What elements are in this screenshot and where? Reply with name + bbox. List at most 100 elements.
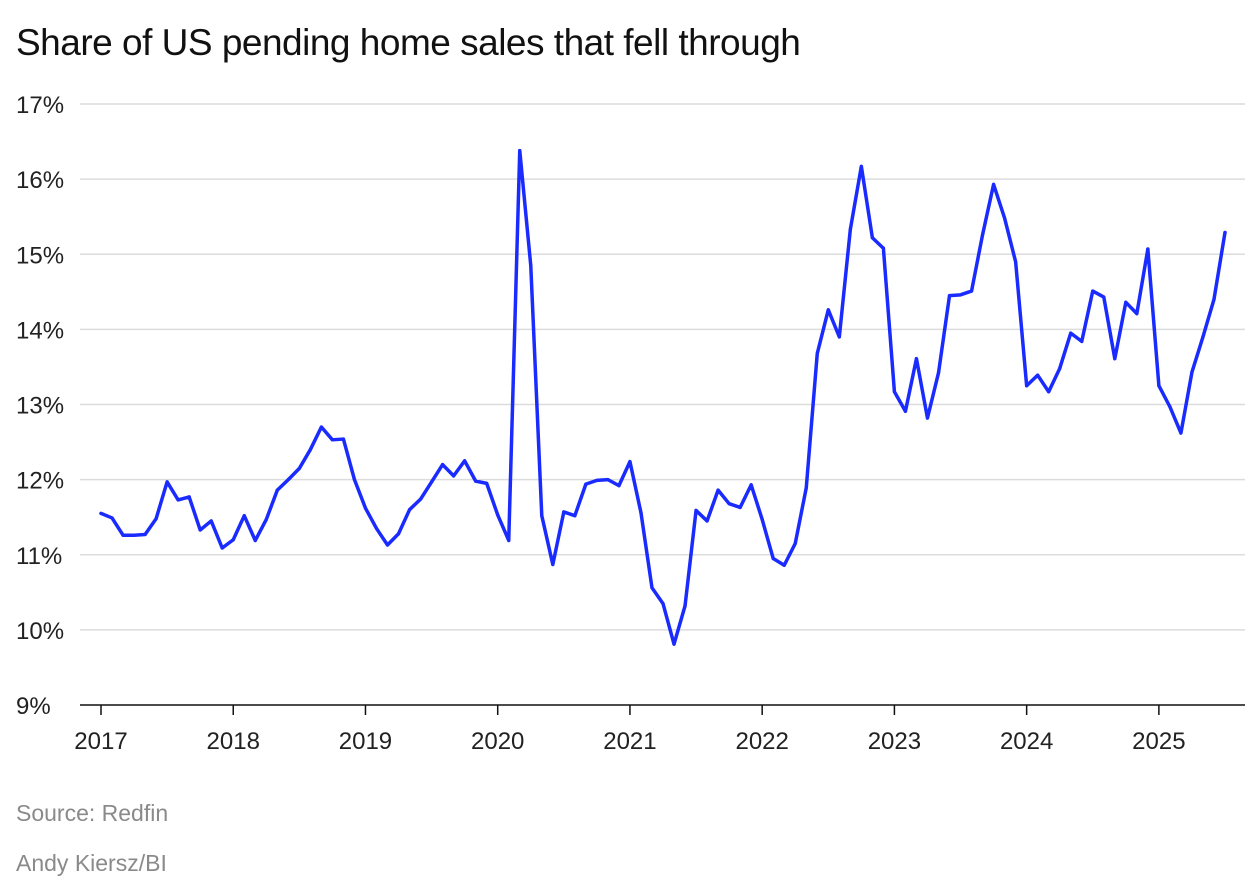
data-point — [110, 516, 114, 520]
data-point — [374, 526, 379, 531]
data-point — [551, 562, 555, 567]
data-point — [1047, 390, 1051, 394]
data-point — [1135, 312, 1139, 316]
data-point — [352, 478, 357, 482]
data-point — [99, 511, 103, 516]
y-tick-label: 14% — [16, 317, 64, 344]
data-point — [980, 233, 985, 237]
data-point — [595, 478, 599, 482]
data-point — [1091, 289, 1095, 293]
data-point — [1201, 335, 1205, 339]
data-point — [297, 466, 301, 470]
data-point — [848, 227, 852, 232]
x-tick-label: 2023 — [868, 728, 921, 755]
data-point — [253, 538, 257, 543]
data-point — [782, 563, 786, 567]
data-point — [143, 532, 147, 537]
y-tick-label: 9% — [16, 693, 51, 720]
x-tick-label: 2018 — [207, 728, 260, 755]
data-point — [275, 488, 279, 492]
data-point — [1102, 295, 1106, 299]
data-point — [1014, 260, 1018, 264]
credit-note: Andy Kiersz/BI — [16, 850, 167, 876]
source-note: Source: Redfin — [16, 800, 169, 826]
data-point — [639, 511, 643, 515]
data-point — [540, 514, 544, 518]
data-point — [760, 517, 764, 522]
data-point — [826, 308, 830, 312]
data-point — [936, 371, 941, 375]
data-point — [661, 601, 665, 606]
data-point — [903, 409, 908, 413]
data-point — [385, 543, 390, 547]
data-point — [738, 505, 742, 510]
y-axis-labels: 9% 10% 11% 12% 13% 14% 15% 16% 17% — [16, 92, 64, 720]
data-point — [727, 502, 731, 506]
data-point — [650, 586, 654, 590]
x-tick-label: 2017 — [74, 728, 127, 755]
data-point — [286, 478, 290, 482]
data-point — [837, 335, 841, 339]
data-point — [1058, 366, 1062, 371]
data-point — [176, 498, 180, 502]
data-point — [793, 541, 797, 546]
data-point — [672, 642, 676, 646]
x-tick-label: 2025 — [1132, 728, 1185, 755]
y-tick-label: 16% — [16, 167, 64, 194]
data-point — [617, 484, 621, 488]
data-point — [496, 513, 500, 517]
data-point — [452, 474, 456, 478]
x-tick-label: 2019 — [339, 728, 392, 755]
data-point — [518, 148, 522, 153]
y-tick-label: 13% — [16, 393, 64, 420]
data-point — [914, 357, 919, 361]
x-axis — [80, 704, 1245, 715]
data-point — [771, 556, 775, 561]
y-tick-label: 15% — [16, 242, 64, 269]
data-point — [1036, 373, 1040, 377]
data-point — [231, 538, 235, 542]
data-point — [804, 486, 808, 490]
data-point — [407, 508, 412, 512]
data-point — [584, 482, 588, 486]
data-point — [1179, 431, 1183, 435]
data-point — [1003, 216, 1007, 220]
data-point — [1223, 230, 1227, 235]
series-line — [99, 148, 1227, 646]
y-tick-label: 17% — [16, 92, 64, 119]
data-point — [947, 293, 952, 298]
data-point — [154, 517, 158, 521]
data-point — [485, 481, 489, 485]
data-point — [242, 514, 246, 518]
data-point — [562, 510, 566, 514]
y-tick-label: 12% — [16, 468, 64, 495]
x-tick-label: 2024 — [1000, 728, 1053, 755]
data-point — [1113, 357, 1117, 361]
data-point — [881, 246, 885, 250]
data-point — [815, 351, 819, 356]
data-point — [165, 480, 169, 484]
data-point — [969, 289, 974, 293]
data-point — [474, 479, 478, 483]
y-tick-label: 11% — [16, 543, 62, 570]
data-point — [429, 480, 434, 484]
data-point — [396, 532, 401, 536]
data-point — [1190, 370, 1194, 374]
x-axis-labels: 2017 2018 2019 2020 2021 2022 2023 2024 2025 — [74, 728, 1185, 755]
y-tick-label: 10% — [16, 618, 64, 645]
data-point — [441, 463, 445, 467]
data-point — [628, 459, 632, 464]
data-point — [892, 390, 897, 394]
data-point — [683, 604, 687, 608]
data-point — [529, 263, 533, 268]
gridlines — [80, 103, 1245, 631]
data-point — [198, 528, 202, 532]
data-point — [330, 438, 335, 442]
data-point — [264, 517, 268, 522]
data-point — [925, 416, 930, 420]
data-point — [209, 519, 213, 523]
data-point — [1069, 331, 1073, 335]
data-point — [749, 483, 753, 487]
chart-title: Share of US pending home sales that fell… — [16, 22, 801, 63]
